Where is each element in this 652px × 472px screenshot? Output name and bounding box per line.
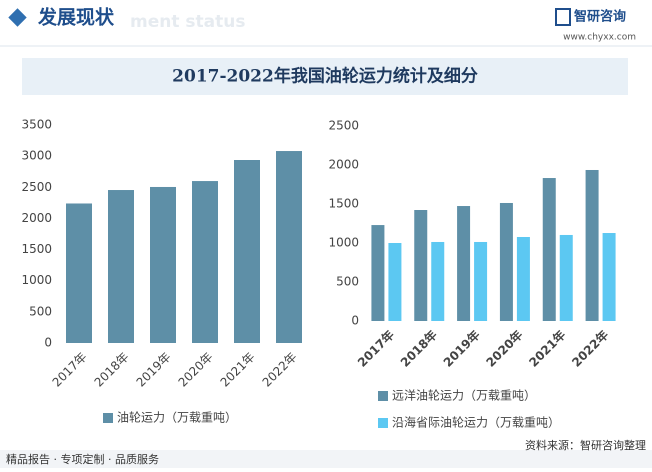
bar [192,181,218,343]
bar [414,210,428,321]
y-tick-label: 2000 [21,211,52,225]
bar [108,190,134,343]
y-tick-label: 1000 [328,236,359,250]
url: www.chyxx.com [563,33,636,43]
banner-title: 2017-2022年我国油轮运力统计及细分 [172,66,478,87]
bar [474,241,488,321]
bar [431,241,445,321]
legend-swatch [378,418,388,428]
bar [585,169,599,321]
bar [559,234,573,321]
y-tick-label: 1000 [21,273,52,287]
bar [516,236,530,321]
logo: 智研咨询 [574,9,626,25]
watermark: ment status [130,12,245,32]
legend-label: 油轮运力（万载重吨） [117,411,237,425]
y-tick-label: 1500 [328,197,359,211]
legend-label: 远洋油轮运力（万载重吨） [392,388,536,403]
legend-swatch [103,413,113,423]
y-tick-label: 0 [44,336,52,350]
y-tick-label: 500 [336,275,359,289]
header-title: 发展现状 [37,6,115,29]
bar [457,206,471,321]
bar [602,233,616,321]
footer-bar [0,450,652,468]
y-tick-label: 3500 [21,118,52,132]
bar [66,203,92,343]
y-tick-label: 3000 [21,149,52,163]
y-tick-label: 0 [351,314,359,328]
bar [542,178,556,321]
y-tick-label: 2000 [328,158,359,172]
bar [499,202,513,321]
logo-icon [555,8,571,26]
bar [150,186,176,343]
bar [234,160,260,343]
y-tick-label: 1500 [21,242,52,256]
legend-swatch [378,391,388,401]
banner [22,58,628,95]
y-tick-label: 2500 [328,119,359,133]
y-tick-label: 2500 [21,180,52,194]
legend-label: 沿海省际油轮运力（万载重吨） [392,415,560,430]
footer-right: 资料来源：智研咨询整理 [525,438,646,452]
footer-left: 精品报告 · 专项定制 · 品质服务 [6,452,159,466]
header-icon [8,8,27,27]
bar [276,151,302,343]
bar [371,225,385,321]
bar [388,243,402,321]
y-tick-label: 500 [29,304,52,318]
